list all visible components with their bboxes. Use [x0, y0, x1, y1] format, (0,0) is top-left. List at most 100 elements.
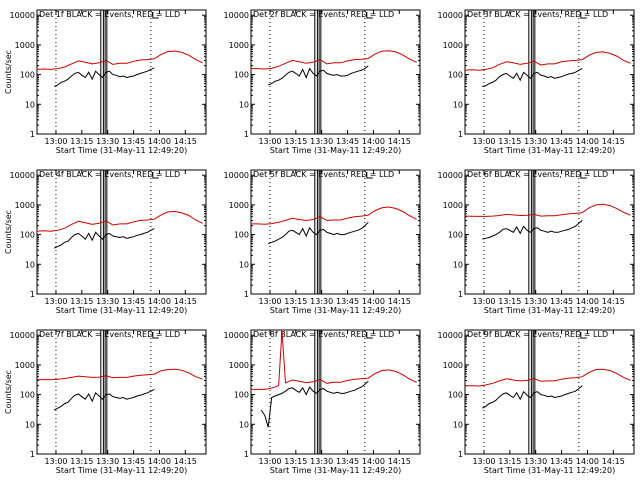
detector-panel-4: 1 10 100 1000 10000 13:00 13:15 13:30 13:45 14:00… [4, 169, 207, 315]
y-tick-label: 10 [453, 100, 463, 109]
x-tick-label: 14:15 [388, 137, 411, 146]
x-tick-label: 13:45 [122, 297, 145, 306]
plot-frame [250, 329, 421, 455]
interval-bracket-marker [580, 12, 587, 19]
x-tick-label: 13:30 [96, 137, 119, 146]
y-tick-label: 10000 [438, 11, 463, 20]
x-tick-label: 14:00 [576, 137, 599, 146]
x-tick-label: 13:30 [96, 297, 119, 306]
x-tick-label: 13:00 [258, 137, 281, 146]
x-tick-label: 14:00 [576, 297, 599, 306]
x-tick-label: 14:15 [602, 457, 625, 466]
x-tick-label: 13:00 [258, 457, 281, 466]
detector-panel-9: 1 10 100 1000 10000 13:00 13:15 13:30 13:45 14:00… [438, 329, 635, 475]
x-tick-label: 13:30 [310, 457, 333, 466]
y-tick-label: 1000 [229, 41, 249, 50]
y-tick-label: 1 [30, 290, 35, 299]
x-tick-label: 13:30 [310, 137, 333, 146]
x-tick-label: 14:15 [174, 457, 197, 466]
x-tick-label: 13:30 [310, 297, 333, 306]
y-tick-label: 1 [244, 130, 249, 139]
x-tick-label: 13:30 [524, 297, 547, 306]
y-axis-label: Counts/sec [4, 50, 13, 94]
y-tick-label: 10 [25, 420, 35, 429]
y-tick-label: 1000 [15, 41, 35, 50]
y-tick-label: 10 [239, 100, 249, 109]
y-tick-label: 1000 [229, 201, 249, 210]
detector-panel-3: 1 10 100 1000 10000 13:00 13:15 13:30 13:45 14:00… [438, 9, 635, 155]
y-tick-label: 1000 [443, 361, 463, 370]
x-axis-label: Start Time (31-May-11 12:49:20) [270, 306, 401, 315]
interval-bracket-marker [152, 332, 159, 339]
y-tick-label: 10000 [224, 171, 249, 180]
y-tick-label: 100 [20, 391, 35, 400]
lld-series-line [251, 50, 417, 70]
events-series-line [268, 65, 369, 86]
y-tick-label: 10 [25, 100, 35, 109]
x-tick-label: 14:00 [148, 457, 171, 466]
x-tick-label: 14:15 [602, 297, 625, 306]
y-tick-label: 100 [234, 231, 249, 240]
y-axis-label: Counts/sec [4, 210, 13, 254]
x-tick-label: 13:00 [44, 137, 67, 146]
interval-bracket-marker [366, 172, 373, 179]
detector-panel-6: 1 10 100 1000 10000 13:00 13:15 13:30 13:45 14:00… [438, 169, 635, 315]
x-tick-label: 13:15 [70, 137, 93, 146]
x-axis-label: Start Time (31-May-11 12:49:20) [270, 146, 401, 155]
x-tick-label: 13:15 [284, 457, 307, 466]
lld-series-line [465, 368, 631, 387]
y-tick-label: 10 [453, 260, 463, 269]
x-tick-label: 13:15 [70, 297, 93, 306]
lld-series-line [251, 206, 417, 225]
y-tick-label: 1 [30, 130, 35, 139]
lld-series-line [37, 368, 203, 381]
detector-panel-7: 1 10 100 1000 10000 13:00 13:15 13:30 13:45 14:00… [4, 329, 207, 475]
panel-title: Det 4f BLACK = Events, RED = LLD [39, 170, 180, 179]
panel-title: Det 9f BLACK = Events, RED = LLD [467, 330, 608, 339]
y-tick-label: 1 [244, 290, 249, 299]
x-tick-label: 13:15 [284, 137, 307, 146]
y-tick-label: 10000 [438, 331, 463, 340]
detector-panel-8: 1 10 100 1000 10000 13:00 13:15 13:30 13:45 14:00… [224, 329, 421, 475]
x-tick-label: 14:15 [174, 137, 197, 146]
x-tick-label: 13:00 [472, 457, 495, 466]
interval-bracket-marker [580, 172, 587, 179]
y-tick-label: 100 [234, 71, 249, 80]
interval-bracket-marker [152, 12, 159, 19]
plot-frame [250, 169, 421, 295]
panel-title: Det 6f BLACK = Events, RED = LLD [467, 170, 608, 179]
x-tick-label: 13:00 [472, 297, 495, 306]
y-tick-label: 1 [30, 450, 35, 459]
panel-title: Det 8f BLACK = Events, RED = LLD [253, 330, 394, 339]
x-tick-label: 14:00 [362, 457, 385, 466]
y-tick-label: 100 [448, 231, 463, 240]
x-axis-label: Start Time (31-May-11 12:49:20) [484, 306, 615, 315]
plot-frame [464, 9, 635, 135]
panel-title: Det 2f BLACK = Events, RED = LLD [253, 10, 394, 19]
interval-bracket-marker [366, 332, 373, 339]
interval-bracket-marker [152, 172, 159, 179]
events-series-line [53, 388, 155, 411]
panel-title: Det 5f BLACK = Events, RED = LLD [253, 170, 394, 179]
x-tick-label: 13:45 [550, 137, 573, 146]
x-tick-label: 14:00 [148, 137, 171, 146]
x-tick-label: 13:45 [550, 297, 573, 306]
x-tick-label: 13:45 [336, 457, 359, 466]
x-tick-label: 14:00 [362, 137, 385, 146]
events-series-line [53, 228, 155, 249]
x-tick-label: 13:15 [284, 297, 307, 306]
y-tick-label: 10 [453, 420, 463, 429]
y-tick-label: 1 [458, 450, 463, 459]
x-tick-label: 13:45 [550, 457, 573, 466]
x-axis-label: Start Time (31-May-11 12:49:20) [56, 466, 187, 475]
x-tick-label: 13:45 [122, 457, 145, 466]
x-tick-label: 13:00 [44, 457, 67, 466]
y-tick-label: 1 [458, 130, 463, 139]
x-axis-label: Start Time (31-May-11 12:49:20) [484, 146, 615, 155]
y-tick-label: 1000 [15, 361, 35, 370]
x-tick-label: 13:15 [498, 297, 521, 306]
y-tick-label: 1000 [229, 361, 249, 370]
x-tick-label: 14:00 [362, 297, 385, 306]
panel-title: Det 1f BLACK = Events, RED = LLD [39, 10, 180, 19]
plot-frame [250, 9, 421, 135]
